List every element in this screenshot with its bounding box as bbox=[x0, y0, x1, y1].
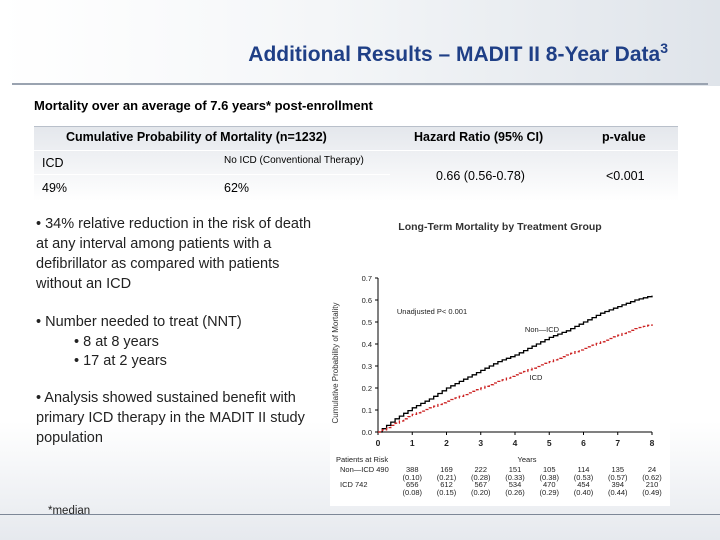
at-risk-count: 222 bbox=[474, 465, 487, 474]
no-icd-mortality-value: 62% bbox=[224, 181, 250, 195]
icd-mortality-value: 49% bbox=[42, 181, 68, 195]
title-divider bbox=[12, 83, 708, 85]
at-risk-rate: (0.15) bbox=[437, 488, 457, 497]
at-risk-rate: (0.21) bbox=[437, 473, 457, 482]
mortality-chart: Long-Term Mortality by Treatment Group Cu… bbox=[330, 210, 670, 506]
at-risk-rate: (0.10) bbox=[402, 473, 422, 482]
at-risk-rate: (0.28) bbox=[471, 473, 491, 482]
series-label-non-icd: Non—ICD bbox=[525, 325, 560, 334]
at-risk-count: 470 bbox=[543, 480, 556, 489]
at-risk-count: 24 bbox=[648, 465, 656, 474]
x-axis-label: Years bbox=[518, 455, 537, 464]
y-tick-label: 0.6 bbox=[362, 296, 372, 305]
results-table bbox=[34, 126, 678, 201]
at-risk-row-label: ICD 742 bbox=[340, 480, 368, 489]
at-risk-rate: (0.26) bbox=[505, 488, 525, 497]
y-axis-label: Cumulative Probability of Mortality bbox=[331, 303, 340, 424]
chart-title: Long-Term Mortality by Treatment Group bbox=[398, 221, 601, 233]
at-risk-rate: (0.29) bbox=[539, 488, 559, 497]
footer-divider bbox=[0, 514, 720, 515]
x-tick-label: 0 bbox=[376, 438, 381, 448]
at-risk-rate: (0.62) bbox=[642, 473, 662, 482]
bullet-relative-reduction: • 34% relative reduction in the risk of … bbox=[36, 216, 312, 292]
y-tick-label: 0.0 bbox=[362, 428, 372, 437]
y-tick-label: 0.1 bbox=[362, 406, 372, 415]
at-risk-rate: (0.08) bbox=[402, 488, 422, 497]
at-risk-count: 114 bbox=[578, 465, 590, 474]
at-risk-rate: (0.20) bbox=[471, 488, 491, 497]
y-tick-label: 0.7 bbox=[362, 274, 372, 283]
slide-title: Additional Results – MADIT II 8-Year Dat… bbox=[248, 40, 668, 66]
table-divider bbox=[34, 174, 390, 175]
at-risk-count: 105 bbox=[543, 465, 556, 474]
footnote: *median bbox=[48, 505, 91, 517]
at-risk-rate: (0.53) bbox=[574, 473, 594, 482]
at-risk-rate: (0.40) bbox=[574, 488, 594, 497]
row-label-no-icd: No ICD (Conventional Therapy) bbox=[224, 155, 364, 166]
at-risk-rate: (0.38) bbox=[539, 473, 559, 482]
x-tick-label: 8 bbox=[650, 438, 655, 448]
col-header-mortality: Cumulative Probability of Mortality (n=1… bbox=[66, 130, 327, 144]
at-risk-count: 656 bbox=[406, 480, 419, 489]
p-value: <0.001 bbox=[606, 169, 645, 183]
bullet-nnt-2yr: • 17 at 2 years bbox=[74, 353, 167, 369]
p-value-annotation: Unadjusted P< 0.001 bbox=[397, 307, 467, 316]
bullet-nnt: • Number needed to treat (NNT) bbox=[36, 314, 242, 330]
table-divider bbox=[34, 150, 678, 151]
y-tick-label: 0.5 bbox=[362, 318, 372, 327]
x-tick-label: 4 bbox=[513, 438, 518, 448]
col-header-hazard-ratio: Hazard Ratio (95% CI) bbox=[414, 130, 544, 144]
x-tick-label: 2 bbox=[444, 438, 449, 448]
bullet-nnt-8yr: • 8 at 8 years bbox=[74, 334, 159, 350]
series-line-non-icd bbox=[378, 295, 653, 433]
at-risk-count: 210 bbox=[646, 480, 659, 489]
title-bar bbox=[0, 0, 720, 86]
x-tick-label: 5 bbox=[547, 438, 552, 448]
at-risk-header: Patients at Risk bbox=[336, 455, 388, 464]
at-risk-count: 534 bbox=[509, 480, 522, 489]
col-header-p-value: p-value bbox=[602, 130, 646, 144]
x-tick-label: 1 bbox=[410, 438, 415, 448]
at-risk-count: 567 bbox=[474, 480, 487, 489]
y-tick-label: 0.3 bbox=[362, 362, 372, 371]
at-risk-count: 151 bbox=[509, 465, 522, 474]
at-risk-row-label: Non—ICD 490 bbox=[340, 465, 389, 474]
at-risk-count: 169 bbox=[440, 465, 453, 474]
chart-background bbox=[330, 210, 670, 506]
x-tick-label: 7 bbox=[615, 438, 620, 448]
bullet-sustained-benefit: • Analysis showed sustained benefit with… bbox=[36, 390, 305, 446]
hazard-ratio-value: 0.66 (0.56-0.78) bbox=[436, 169, 525, 183]
at-risk-count: 454 bbox=[577, 480, 590, 489]
y-tick-label: 0.2 bbox=[362, 384, 372, 393]
at-risk-rate: (0.33) bbox=[505, 473, 525, 482]
series-label-icd: ICD bbox=[530, 373, 544, 382]
x-tick-label: 3 bbox=[478, 438, 483, 448]
at-risk-count: 394 bbox=[611, 480, 624, 489]
x-tick-label: 6 bbox=[581, 438, 586, 448]
y-tick-label: 0.4 bbox=[362, 340, 372, 349]
row-label-icd: ICD bbox=[42, 156, 64, 170]
at-risk-count: 388 bbox=[406, 465, 419, 474]
at-risk-count: 135 bbox=[611, 465, 624, 474]
at-risk-rate: (0.49) bbox=[642, 488, 662, 497]
at-risk-rate: (0.44) bbox=[608, 488, 628, 497]
subtitle: Mortality over an average of 7.6 years* … bbox=[34, 98, 373, 113]
at-risk-rate: (0.57) bbox=[608, 473, 628, 482]
at-risk-count: 612 bbox=[440, 480, 453, 489]
